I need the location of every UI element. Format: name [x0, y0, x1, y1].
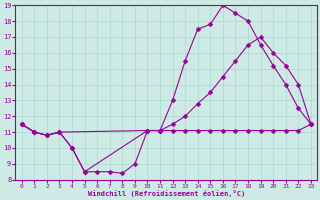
- X-axis label: Windchill (Refroidissement éolien,°C): Windchill (Refroidissement éolien,°C): [88, 190, 245, 197]
